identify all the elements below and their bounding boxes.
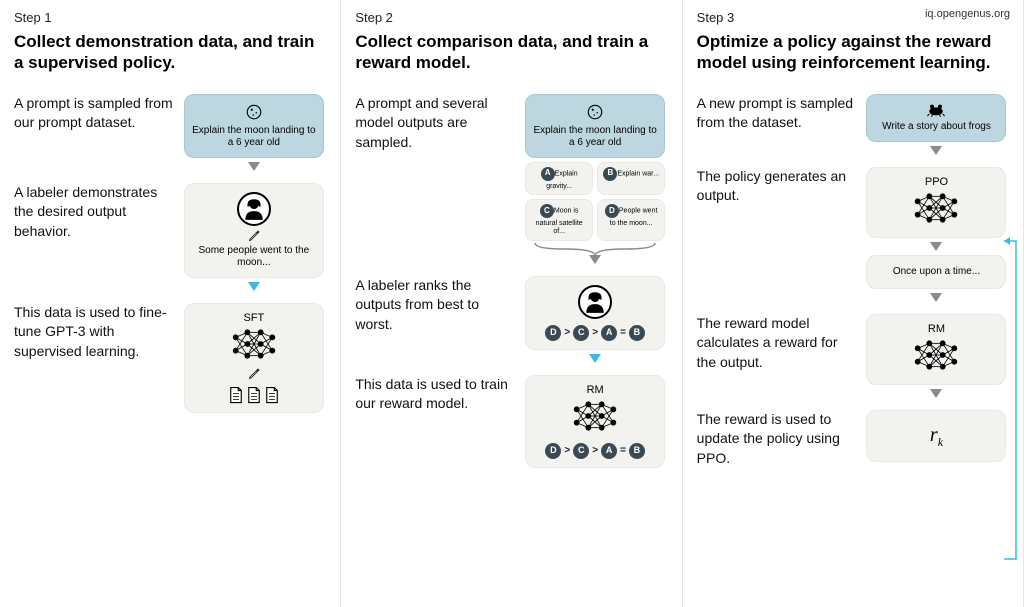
step2-desc2: A labeler ranks the outputs from best to… bbox=[355, 276, 522, 335]
labeler-avatar-icon bbox=[237, 192, 271, 226]
step2-title: Collect comparison data, and train a rew… bbox=[355, 31, 667, 74]
arrow-icon bbox=[589, 255, 601, 264]
option-a: AExplain gravity... bbox=[525, 162, 593, 196]
step1-desc2: A labeler demonstrates the desired outpu… bbox=[14, 183, 181, 242]
pencil-icon bbox=[191, 368, 317, 383]
step2-prompt-card: Explain the moon landing to a 6 year old bbox=[525, 94, 665, 158]
attribution-text: iq.opengenus.org bbox=[925, 8, 1010, 20]
neural-net-icon bbox=[873, 191, 999, 229]
step3-desc4: The reward is used to update the policy … bbox=[697, 410, 864, 469]
arrow-icon bbox=[930, 389, 942, 398]
moon-icon bbox=[532, 103, 658, 121]
documents-icon bbox=[191, 386, 317, 404]
step2-desc1: A prompt and several model outputs are s… bbox=[355, 94, 522, 153]
step3-column: Step 3 Optimize a policy against the rew… bbox=[683, 0, 1024, 607]
ranking-row: D> C> A= B bbox=[532, 325, 658, 341]
neural-net-icon bbox=[532, 399, 658, 437]
step1-label: Step 1 bbox=[14, 10, 326, 25]
neural-net-icon bbox=[873, 338, 999, 376]
arrow-icon bbox=[930, 293, 942, 302]
step3-ppo-card: PPO bbox=[866, 167, 1006, 238]
step3-rm-card: RM bbox=[866, 314, 1006, 385]
step3-prompt-card: Write a story about frogs bbox=[866, 94, 1006, 142]
pencil-icon bbox=[191, 230, 317, 245]
ranking-row: D> C> A= B bbox=[532, 443, 658, 459]
neural-net-icon bbox=[191, 327, 317, 365]
step3-desc2: The policy generates an output. bbox=[697, 167, 864, 206]
arrow-icon bbox=[248, 162, 260, 171]
step1-title: Collect demonstration data, and train a … bbox=[14, 31, 326, 74]
step1-desc3: This data is used to fine-tune GPT-3 wit… bbox=[14, 303, 181, 362]
step3-desc1: A new prompt is sampled from the dataset… bbox=[697, 94, 864, 133]
option-d: DPeople went to the moon... bbox=[597, 199, 665, 240]
step1-column: Step 1 Collect demonstration data, and t… bbox=[0, 0, 341, 607]
step1-demo-card: Some people went to the moon... bbox=[184, 183, 324, 278]
step3-title: Optimize a policy against the reward mod… bbox=[697, 31, 1009, 74]
arrow-icon bbox=[930, 242, 942, 251]
step2-desc3: This data is used to train our reward mo… bbox=[355, 375, 522, 414]
step1-prompt-card: Explain the moon landing to a 6 year old bbox=[184, 94, 324, 158]
step3-desc3: The reward model calculates a reward for… bbox=[697, 314, 864, 373]
step2-ranking-card: D> C> A= B bbox=[525, 276, 665, 350]
moon-icon bbox=[191, 103, 317, 121]
step1-desc1: A prompt is sampled from our prompt data… bbox=[14, 94, 181, 133]
labeler-avatar-icon bbox=[578, 285, 612, 319]
step2-model-card: RM bbox=[525, 375, 665, 468]
step2-options-grid: AExplain gravity... BExplain war... CMoo… bbox=[525, 162, 665, 241]
option-b: BExplain war... bbox=[597, 162, 665, 196]
option-c: CMoon is natural satellite of... bbox=[525, 199, 593, 240]
step2-label: Step 2 bbox=[355, 10, 667, 25]
step3-output-card: Once upon a time... bbox=[866, 255, 1006, 289]
step2-column: Step 2 Collect comparison data, and trai… bbox=[341, 0, 682, 607]
step1-model-card: SFT bbox=[184, 303, 324, 414]
frog-icon bbox=[873, 103, 999, 117]
feedback-arrow-icon bbox=[1002, 235, 1020, 565]
arrow-icon bbox=[930, 146, 942, 155]
step3-reward-card: rk bbox=[866, 410, 1006, 462]
arrow-icon bbox=[248, 282, 260, 291]
arrow-icon bbox=[589, 354, 601, 363]
